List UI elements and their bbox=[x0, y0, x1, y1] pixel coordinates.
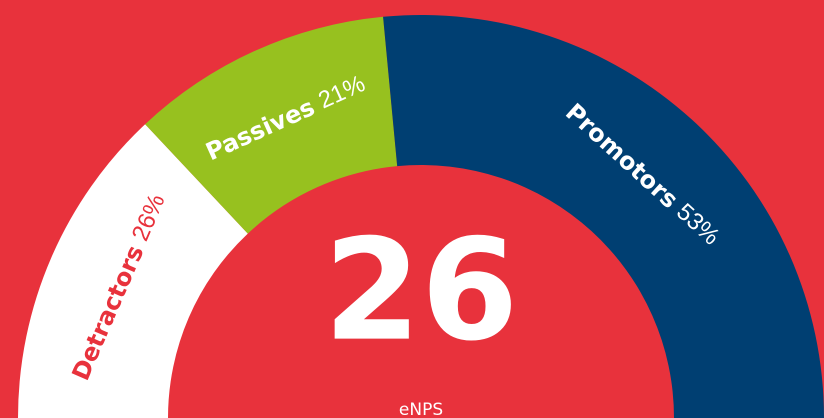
segment bbox=[18, 124, 248, 418]
segment bbox=[145, 16, 398, 234]
score-label: eNPS bbox=[399, 400, 443, 418]
score: 26 bbox=[324, 210, 519, 373]
segment bbox=[383, 14, 824, 418]
